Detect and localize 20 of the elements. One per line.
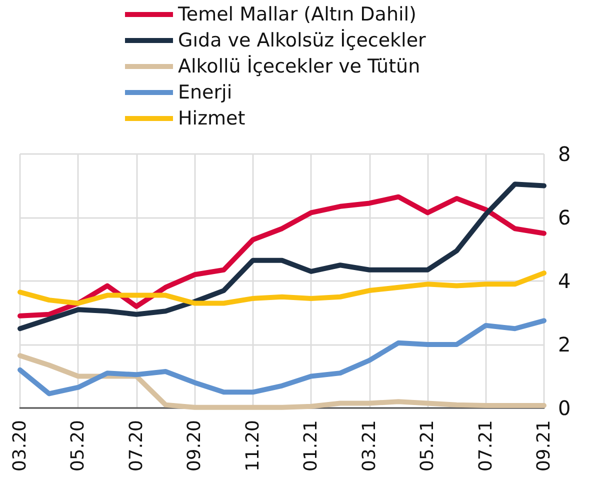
y-tick-label: 8	[558, 142, 571, 166]
y-tick-label: 2	[558, 332, 571, 356]
x-tick-label: 09.20	[184, 420, 206, 472]
x-tick-label: 03.21	[358, 420, 380, 472]
legend-label: Temel Mallar (Altın Dahil)	[177, 4, 416, 26]
x-tick-label: 03.20	[10, 420, 30, 472]
x-tick-label: 07.21	[475, 420, 496, 472]
x-tick-label: 11.20	[242, 420, 264, 472]
legend-label: Gıda ve Alkolsüz İçecekler	[178, 28, 426, 52]
y-tick-label: 6	[558, 206, 571, 230]
legend-label: Alkollü İçecekler ve Tütün	[178, 54, 420, 78]
x-tick-label: 05.20	[68, 420, 89, 472]
x-tick-label: 09.21	[534, 420, 554, 472]
y-tick-label: 0	[558, 396, 571, 420]
legend-label: Enerji	[178, 82, 232, 104]
x-tick-label: 07.20	[126, 420, 147, 472]
x-tick-label: 01.21	[300, 420, 322, 472]
y-tick-label: 4	[558, 269, 571, 293]
legend-label: Hizmet	[178, 108, 246, 130]
x-tick-label: 05.21	[417, 420, 438, 472]
